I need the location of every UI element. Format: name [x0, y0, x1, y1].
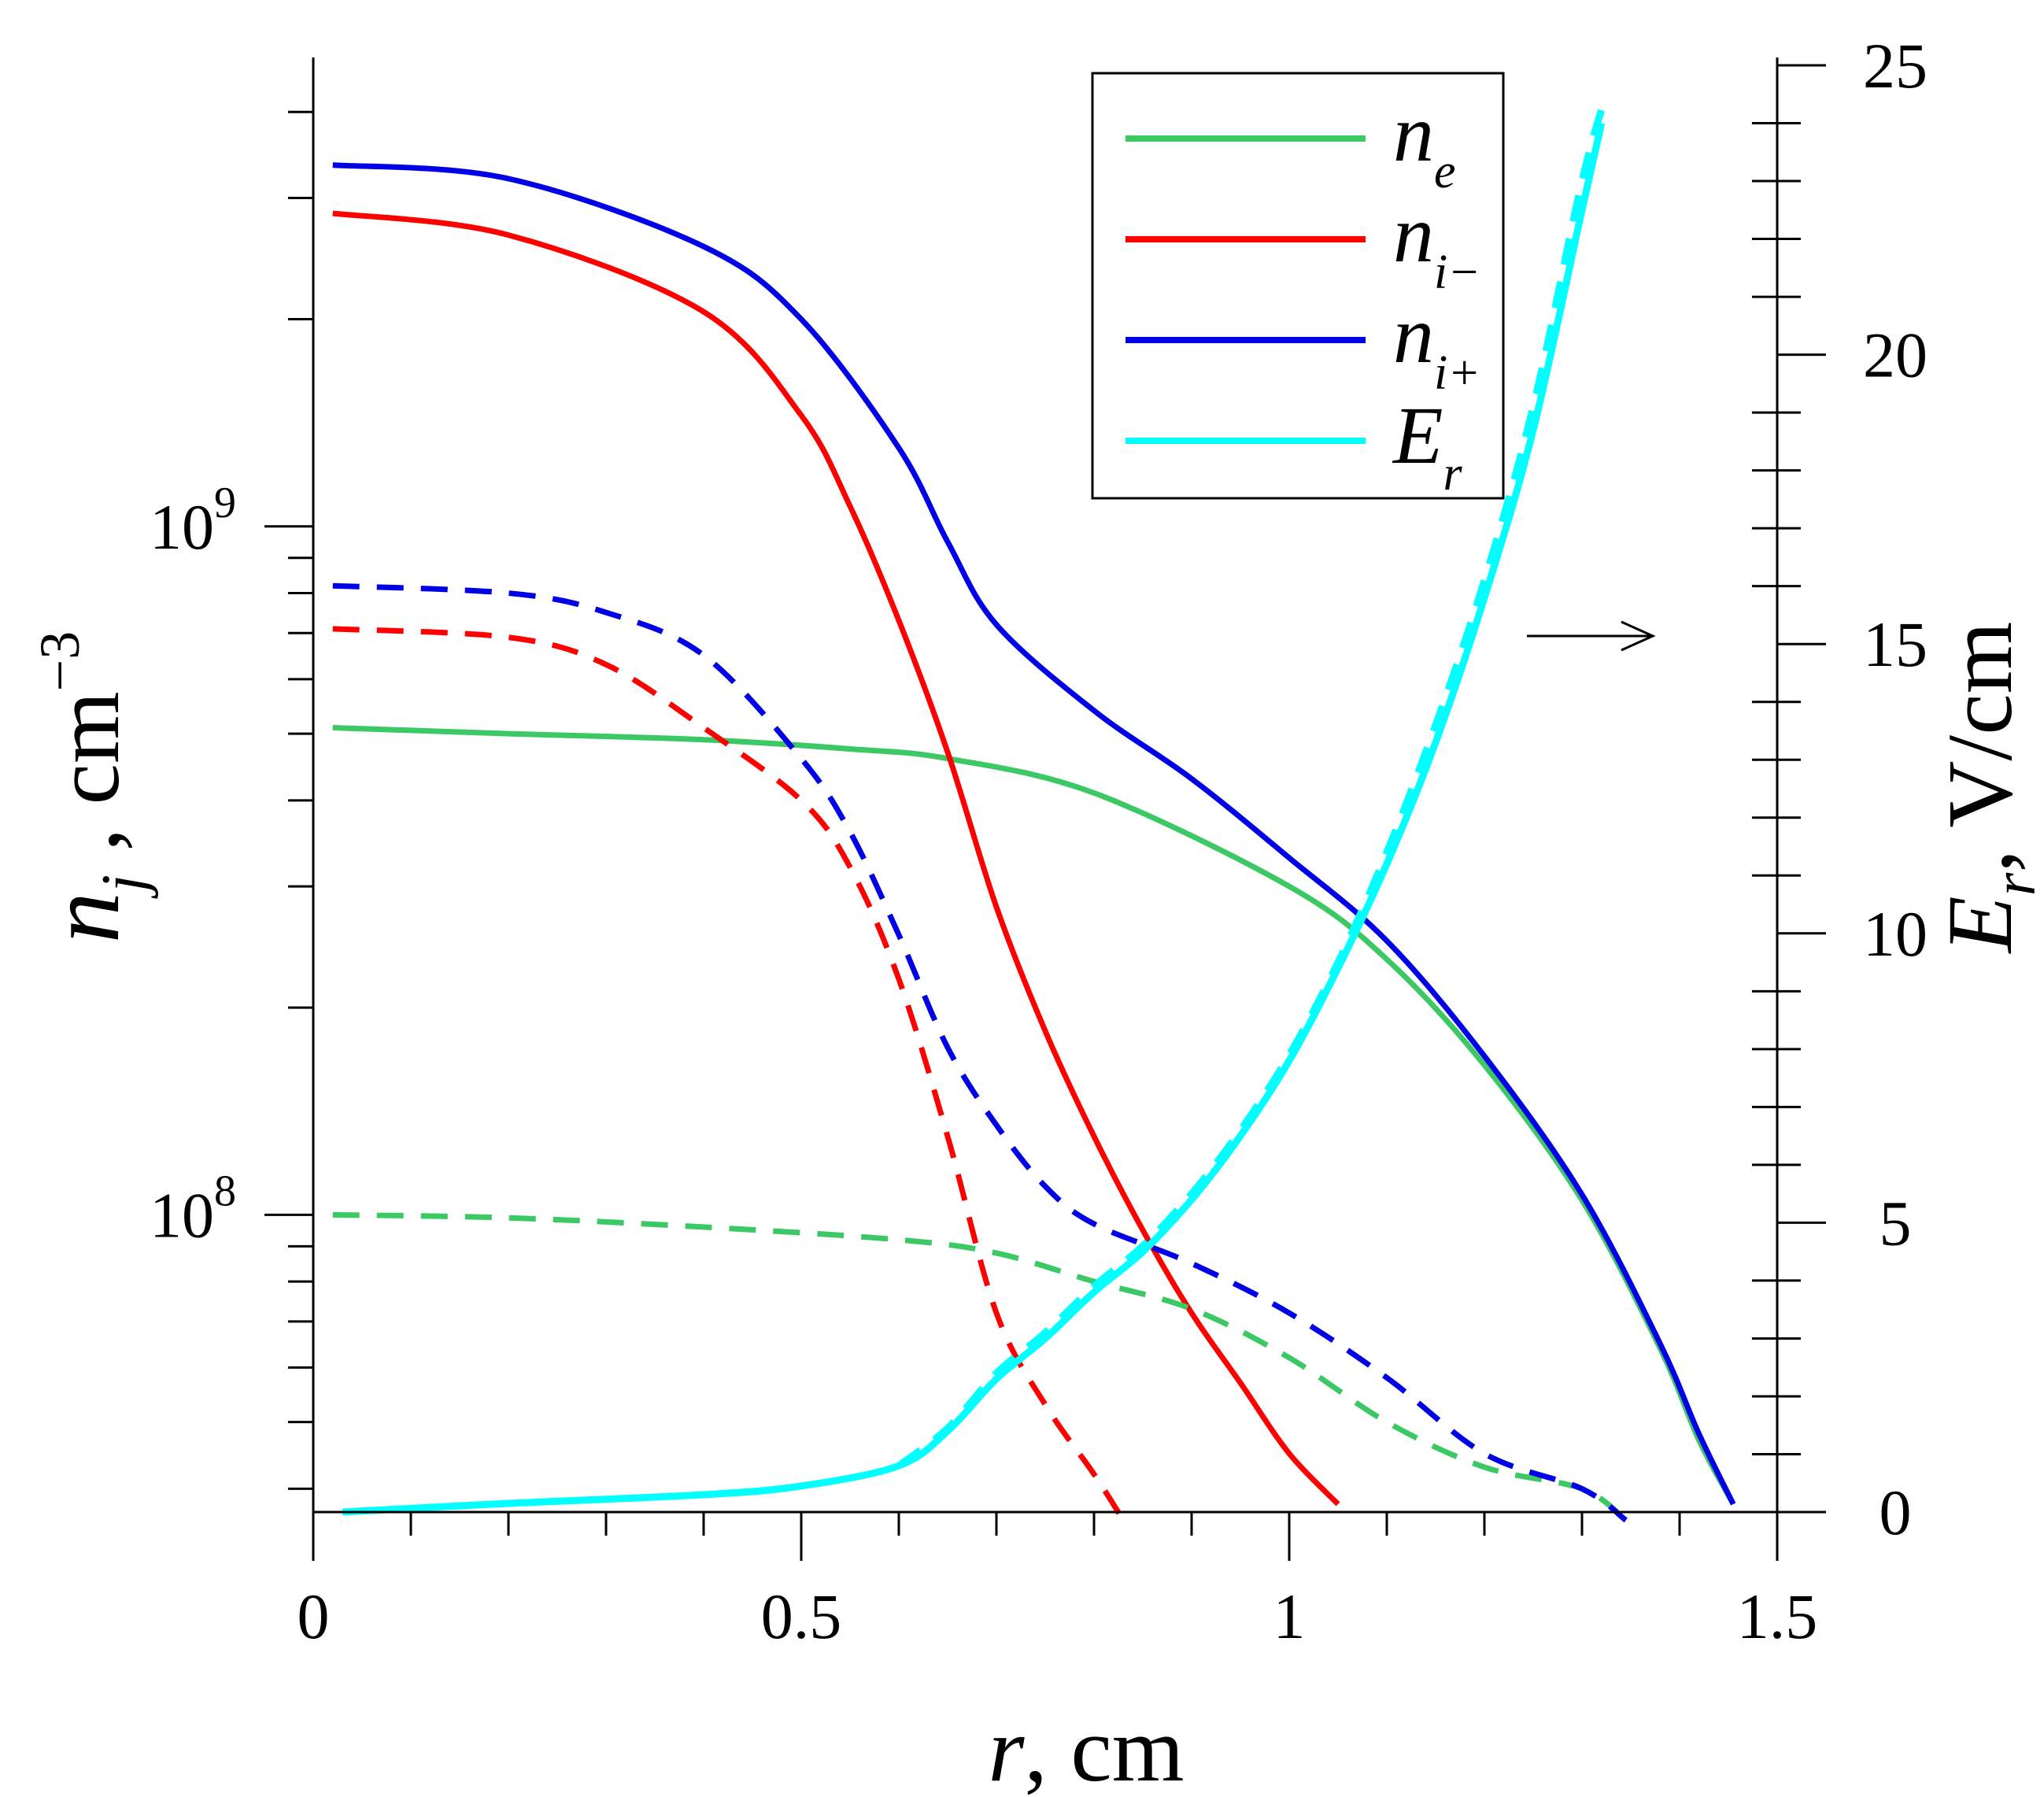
legend-label-1: ni− [1393, 189, 1480, 299]
y-right-axis-title: Er, V/cm [1928, 622, 2044, 955]
legend-label-0: ne [1393, 88, 1456, 198]
y-left-axis-title: nj , cm−3 [28, 631, 159, 944]
legend-box [1091, 72, 1505, 500]
legend-label-2: ni+ [1393, 290, 1480, 400]
y-right-tick-label-2: 10 [1863, 898, 1928, 970]
legend-label-3: Er [1392, 390, 1463, 501]
labels-layer: 0 0.5 1 1.5 108 109 0 5 10 15 20 25 r, cm nj , cm−3 Er… [28, 30, 2044, 1797]
axes-layer [264, 57, 1826, 1561]
y-right-tick-label-0: 0 [1880, 1477, 1912, 1548]
series-line-7 [896, 93, 1610, 1469]
x-axis-title: r, cm [988, 1698, 1184, 1797]
series-line-6 [342, 122, 1606, 1516]
y-right-tick-label-3: 15 [1863, 608, 1928, 680]
series-line-1 [332, 210, 1340, 1507]
y-left-tick-label-1: 109 [150, 479, 236, 563]
series-line-3 [332, 1211, 1628, 1523]
y-right-tick-label-5: 25 [1863, 30, 1928, 102]
series-line-2 [332, 162, 1736, 1506]
series-line-4 [332, 626, 1126, 1522]
x-tick-label-2: 1 [1273, 1581, 1306, 1652]
y-left-tick-label-0: 108 [150, 1167, 236, 1251]
series-layer [332, 93, 1736, 1523]
y-right-tick-label-1: 5 [1880, 1187, 1912, 1259]
x-tick-label-0: 0 [298, 1581, 330, 1652]
right-axis-arrow [1527, 620, 1656, 652]
y-right-tick-label-4: 20 [1863, 320, 1928, 391]
x-tick-label-3: 1.5 [1737, 1581, 1818, 1652]
series-line-5 [332, 582, 1628, 1523]
x-tick-label-1: 0.5 [761, 1581, 842, 1652]
